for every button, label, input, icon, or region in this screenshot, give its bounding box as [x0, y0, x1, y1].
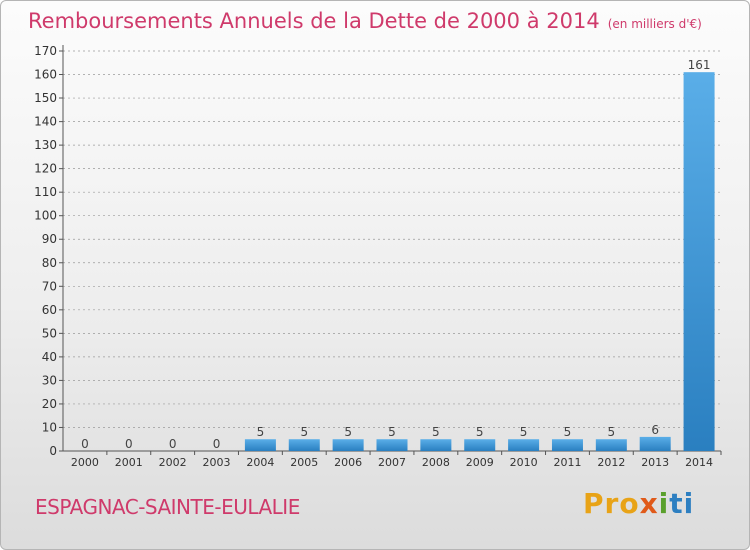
- y-tick-label-50: 50: [42, 326, 57, 340]
- y-tick-label-140: 140: [34, 115, 57, 129]
- y-tick-label-70: 70: [42, 279, 57, 293]
- value-label-2012: 5: [608, 425, 616, 439]
- x-tick-label-2013: 2013: [641, 456, 669, 469]
- x-tick-label-2006: 2006: [334, 456, 362, 469]
- value-label-2014: 161: [688, 58, 711, 72]
- value-label-2010: 5: [520, 425, 528, 439]
- y-tick-label-100: 100: [34, 209, 57, 223]
- proxiti-logo: Proxiti: [583, 487, 694, 520]
- x-tick-label-2002: 2002: [159, 456, 187, 469]
- y-tick-label-150: 150: [34, 91, 57, 105]
- y-tick-label-120: 120: [34, 162, 57, 176]
- value-label-2005: 5: [300, 425, 308, 439]
- x-tick-label-2010: 2010: [510, 456, 538, 469]
- x-tick-label-2004: 2004: [246, 456, 274, 469]
- y-tick-label-130: 130: [34, 138, 57, 152]
- value-label-2000: 0: [81, 437, 89, 451]
- x-tick-label-2003: 2003: [203, 456, 231, 469]
- value-label-2004: 5: [257, 425, 265, 439]
- labels: 0102030405060708090100110120130140150160…: [34, 44, 713, 469]
- x-tick-label-2000: 2000: [71, 456, 99, 469]
- y-tick-label-110: 110: [34, 185, 57, 199]
- bar-2004: [244, 439, 276, 451]
- x-tick-label-2005: 2005: [290, 456, 318, 469]
- chart-subtitle: (en milliers d'€): [607, 17, 702, 31]
- y-tick-label-10: 10: [42, 420, 57, 434]
- value-label-2002: 0: [169, 437, 177, 451]
- bar-2008: [420, 439, 452, 451]
- y-tick-label-90: 90: [42, 232, 57, 246]
- x-tick-label-2001: 2001: [115, 456, 143, 469]
- commune-name: ESPAGNAC-SAINTE-EULALIE: [35, 495, 300, 519]
- y-tick-label-160: 160: [34, 68, 57, 82]
- bar-2012: [595, 439, 627, 451]
- grid-lines: [63, 50, 721, 428]
- y-tick-label-0: 0: [49, 444, 57, 458]
- logo-part-1: Pro: [583, 487, 640, 520]
- axes: [59, 45, 722, 455]
- x-tick-label-2011: 2011: [553, 456, 581, 469]
- bar-2011: [551, 439, 583, 451]
- y-tick-label-30: 30: [42, 373, 57, 387]
- value-label-2011: 5: [564, 425, 572, 439]
- logo-part-4: ti: [669, 487, 695, 520]
- x-tick-label-2009: 2009: [466, 456, 494, 469]
- bar-2010: [508, 439, 540, 451]
- logo-part-3: i: [658, 487, 670, 520]
- x-tick-label-2012: 2012: [597, 456, 625, 469]
- bar-2006: [332, 439, 364, 451]
- logo-part-2: x: [639, 487, 659, 520]
- x-tick-label-2008: 2008: [422, 456, 450, 469]
- bar-2007: [376, 439, 408, 451]
- value-label-2008: 5: [432, 425, 440, 439]
- y-tick-label-170: 170: [34, 44, 57, 58]
- bar-2005: [288, 439, 320, 451]
- chart-title: Remboursements Annuels de la Dette de 20…: [28, 9, 702, 33]
- value-label-2006: 5: [344, 425, 352, 439]
- bar-2009: [464, 439, 496, 451]
- chart-title-text: Remboursements Annuels de la Dette de 20…: [28, 9, 600, 33]
- y-tick-label-80: 80: [42, 256, 57, 270]
- y-tick-label-40: 40: [42, 350, 57, 364]
- bar-2014: [683, 72, 715, 452]
- value-label-2007: 5: [388, 425, 396, 439]
- value-label-2013: 6: [651, 423, 659, 437]
- y-tick-label-60: 60: [42, 303, 57, 317]
- value-label-2009: 5: [476, 425, 484, 439]
- y-tick-label-20: 20: [42, 397, 57, 411]
- value-label-2001: 0: [125, 437, 133, 451]
- bar-2013: [639, 436, 671, 451]
- x-tick-label-2007: 2007: [378, 456, 406, 469]
- value-label-2003: 0: [213, 437, 221, 451]
- x-tick-label-2014: 2014: [685, 456, 713, 469]
- bars: [244, 72, 715, 452]
